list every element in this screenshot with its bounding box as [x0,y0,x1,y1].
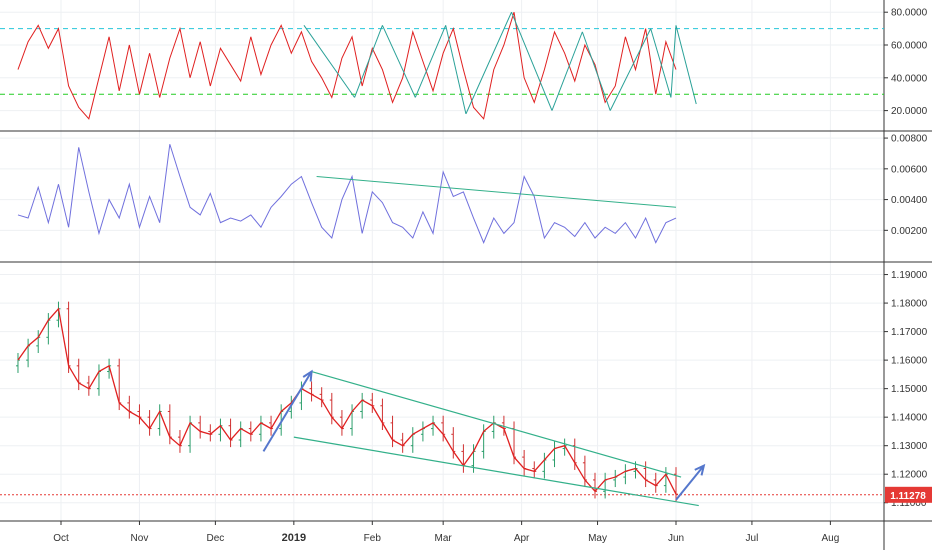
zigzag-segment [354,25,383,98]
y-tick-label: 0.00600 [891,164,928,175]
zigzag-segment [511,12,553,111]
y-tick-label: 1.16000 [891,356,928,367]
x-tick-label: Nov [131,533,149,544]
x-tick-label: May [588,533,607,544]
zigzag-segment [414,25,447,98]
volatility-y-axis: 0.00800 0.00600 0.00400 0.00200 [884,134,928,237]
x-tick-label: Apr [514,533,530,544]
zigzag-segment [670,25,677,98]
y-tick-label: 0.00200 [891,226,928,237]
y-tick-label: 0.00800 [891,134,928,145]
y-tick-label: 40.0000 [891,73,928,84]
zigzag-segment [445,25,467,114]
time-axis: Oct Nov Dec 2019 Feb Mar Apr May Jun Jul Aug [53,521,839,544]
y-tick-label: 1.14000 [891,413,928,424]
y-tick-label: 0.00400 [891,195,928,206]
volatility-series-line [17,144,677,244]
y-tick-label: 1.15000 [891,384,928,395]
trend-arrow-head [302,369,313,382]
y-tick-label: 80.0000 [891,8,928,19]
trend-arrows [262,369,706,501]
trend-arrow-shaft [675,465,705,501]
volatility-panel: 0.00800 0.00600 0.00400 0.00200 [17,134,928,244]
zigzag-segment [465,11,512,115]
last-price-tag-bg [885,486,932,503]
oscillator-series-line [17,12,677,120]
y-tick-label: 1.17000 [891,327,928,338]
zigzag-segment [381,25,416,98]
volatility-trendline [316,176,677,208]
y-tick-label: 20.0000 [891,106,928,117]
x-tick-label: Feb [364,533,382,544]
x-tick-label: Oct [53,533,69,544]
trend-arrow-shaft [262,371,313,452]
grid-lines [0,0,884,521]
x-tick-label: 2019 [282,532,306,544]
y-tick-label: 1.11000 [891,498,927,509]
y-tick-label: 1.18000 [891,299,928,310]
x-tick-label: Jun [668,533,684,544]
zigzag-segment [675,25,697,105]
trend-arrow-head [694,463,706,476]
y-tick-label: 1.19000 [891,270,928,281]
x-tick-label: Mar [435,533,453,544]
oscillator-zigzag [303,11,697,115]
oscillator-y-axis: 80.0000 60.0000 40.0000 20.0000 [884,8,928,117]
last-price-label: 1.11278 [890,491,926,502]
y-tick-label: 1.13000 [891,441,928,452]
zigzag-segment [581,31,611,111]
zigzag-segment [551,31,583,111]
last-price-tag: 1.11278 [885,486,932,503]
channel-lower-line [293,436,699,507]
x-tick-label: Aug [821,533,839,544]
zigzag-segment [650,28,672,98]
y-tick-label: 1.12000 [891,470,928,481]
price-panel: 1.19000 1.18000 1.17000 1.16000 1.15000 1.140… [0,270,932,509]
oscillator-panel: 80.0000 60.0000 40.0000 20.0000 [0,8,928,120]
y-tick-label: 60.0000 [891,41,928,52]
moving-average-line [17,307,677,495]
plot-area [0,0,884,521]
x-tick-label: Dec [206,533,224,544]
zigzag-segment [303,25,355,98]
x-tick-label: Jul [746,533,759,544]
price-y-axis: 1.19000 1.18000 1.17000 1.16000 1.15000 1.140… [884,270,928,509]
channel-upper-line [311,370,682,478]
zigzag-segment [609,28,652,111]
